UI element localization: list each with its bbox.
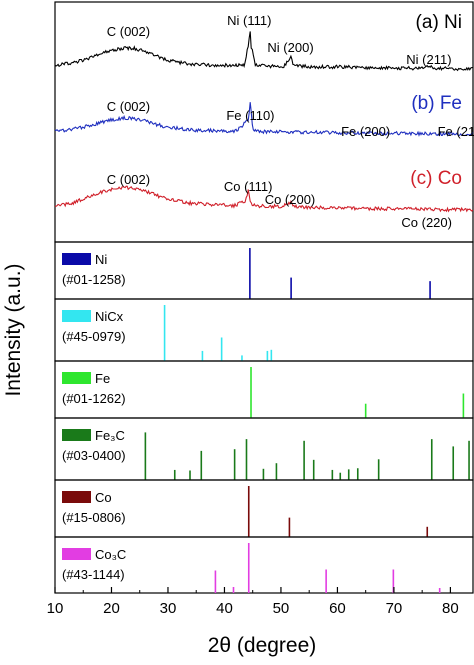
peak-label: C (002): [107, 172, 150, 187]
x-axis: 10 20 30 40 50 60 70 80: [47, 587, 459, 617]
reference-panel: Fe₃C (#03-0400): [54, 417, 474, 481]
x-tick-label: 30: [160, 600, 177, 617]
legend-name: Fe₃C: [95, 428, 125, 443]
peak-label: Co (220): [401, 215, 452, 230]
legend-name: Ni: [95, 252, 107, 267]
peak-label: Co (200): [265, 192, 316, 207]
x-tick-label: 20: [103, 600, 120, 617]
legend-card: (#15-0806): [62, 510, 126, 525]
legend-name: Fe: [95, 371, 110, 386]
peak-label: Fe (200): [341, 124, 390, 139]
legend-swatch: [62, 253, 91, 265]
legend-card: (#45-0979): [62, 329, 126, 344]
legend-name: Co: [95, 490, 112, 505]
peak-label: Fe (110): [226, 108, 274, 123]
legend-card: (#01-1258): [62, 272, 126, 287]
series-line-2: [54, 185, 474, 213]
x-tick-label: 80: [442, 600, 459, 617]
reference-card-panels: Ni(#01-1258)NiCx(#45-0979)Fe(#01-1262)Fe…: [54, 241, 474, 594]
x-tick-label: 40: [216, 600, 233, 617]
reference-frame: [54, 360, 474, 419]
legend-card: (#01-1262): [62, 391, 126, 406]
reference-panel: Fe (#01-1262): [54, 360, 474, 419]
reference-panel: NiCx (#45-0979): [54, 298, 474, 362]
x-tick-label: 50: [273, 600, 290, 617]
x-axis-label: 2θ (degree): [208, 634, 317, 657]
series-line-1: [54, 102, 474, 137]
legend-name: NiCx: [95, 309, 124, 324]
y-axis-label: Intensity (a.u.): [2, 263, 25, 396]
x-tick-label: 60: [329, 600, 346, 617]
peak-label: Ni (111): [227, 13, 271, 28]
peak-label: Ni (200): [267, 40, 313, 55]
x-tick-label: 70: [386, 600, 403, 617]
reference-frame: [54, 536, 474, 594]
legend-swatch: [62, 310, 91, 322]
peak-label: Ni (211): [406, 52, 451, 67]
reference-panel: Co (#15-0806): [54, 479, 474, 538]
reference-panel: Ni (#01-1258): [54, 241, 474, 300]
legend-swatch: [62, 491, 91, 503]
reference-panel: Co₃C (#43-1144): [54, 536, 474, 594]
xrd-pattern-panel: C (002) Ni (111) Ni (200) Ni (211) (a) Ni C (…: [54, 1, 474, 243]
legend-name: Co₃C: [95, 547, 126, 562]
legend-card: (#43-1144): [62, 567, 125, 582]
peak-label: Co (111): [224, 179, 273, 194]
peak-label: Fe (211): [438, 124, 474, 139]
x-tick-label: 10: [47, 600, 64, 617]
reference-frame: [54, 479, 474, 538]
peak-label: C (002): [107, 99, 150, 114]
legend-swatch: [62, 429, 91, 441]
peak-label: C (002): [107, 24, 150, 39]
series-name: (b) Fe: [411, 93, 462, 114]
series-line-0: [54, 31, 473, 72]
series-name: (a) Ni: [416, 12, 462, 33]
legend-swatch: [62, 372, 91, 384]
reference-frame: [54, 241, 474, 300]
legend-swatch: [62, 548, 91, 560]
series-name: (c) Co: [410, 168, 462, 189]
legend-card: (#03-0400): [62, 448, 126, 463]
